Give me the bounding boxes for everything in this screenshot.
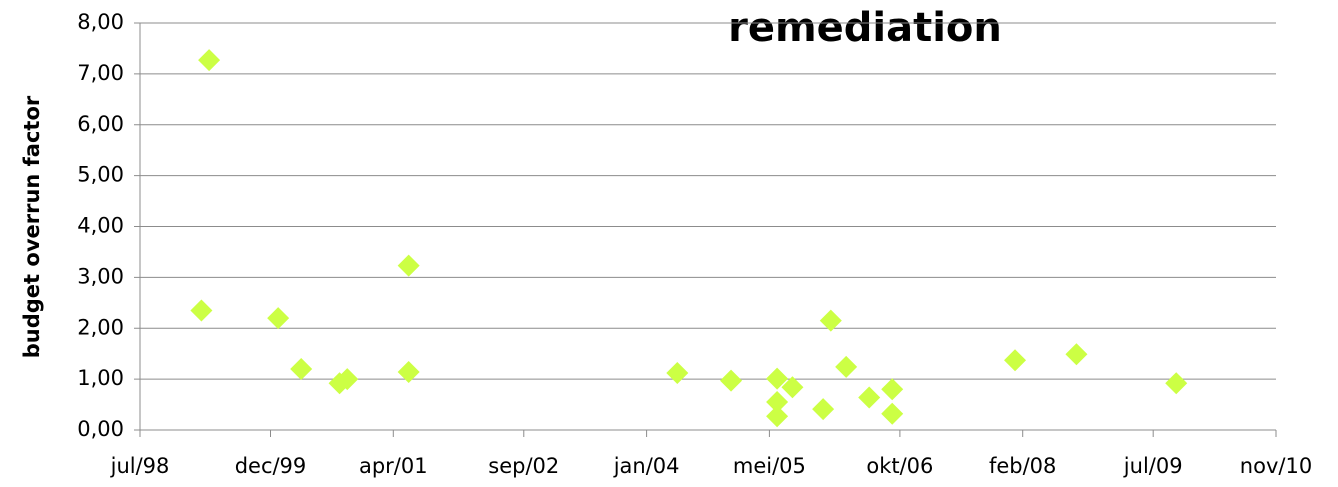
chart-title: remediation bbox=[728, 5, 1002, 51]
point bbox=[766, 405, 789, 428]
x-tick-label: sep/02 bbox=[488, 454, 559, 478]
x-tick-label: okt/06 bbox=[866, 454, 933, 478]
x-tick-label: dec/99 bbox=[235, 454, 307, 478]
point bbox=[766, 391, 789, 414]
point bbox=[1165, 372, 1188, 395]
x-tick-label: jul/09 bbox=[1123, 454, 1183, 478]
point bbox=[666, 362, 689, 385]
y-tick-label: 7,00 bbox=[77, 61, 124, 85]
point bbox=[781, 376, 804, 399]
y-tick-label: 6,00 bbox=[77, 112, 124, 136]
x-tick-label: apr/01 bbox=[359, 454, 428, 478]
point bbox=[290, 357, 313, 380]
x-tick-label: feb/08 bbox=[989, 454, 1056, 478]
y-tick-label: 1,00 bbox=[77, 366, 124, 390]
point bbox=[1065, 343, 1088, 366]
point bbox=[198, 49, 221, 72]
y-tick-label: 3,00 bbox=[77, 264, 124, 288]
y-tick-label: 8,00 bbox=[77, 10, 124, 34]
point bbox=[881, 378, 904, 401]
x-tick-label: nov/10 bbox=[1240, 454, 1312, 478]
point bbox=[720, 369, 743, 392]
x-tick-label: mei/05 bbox=[733, 454, 806, 478]
point bbox=[819, 309, 842, 332]
y-tick-label: 4,00 bbox=[77, 214, 124, 238]
point bbox=[190, 299, 213, 322]
y-tick-label: 2,00 bbox=[77, 315, 124, 339]
point bbox=[881, 402, 904, 425]
point bbox=[397, 361, 420, 384]
point bbox=[835, 355, 858, 378]
y-tick-label: 5,00 bbox=[77, 163, 124, 187]
y-axis-label: budget overrun factor bbox=[20, 95, 44, 358]
point bbox=[858, 386, 881, 409]
point bbox=[267, 307, 290, 330]
x-tick-label: jul/98 bbox=[110, 454, 170, 478]
point bbox=[812, 398, 835, 421]
point bbox=[397, 254, 420, 277]
point bbox=[1004, 349, 1027, 372]
point bbox=[336, 368, 359, 391]
x-tick-label: jan/04 bbox=[613, 454, 680, 478]
y-tick-label: 0,00 bbox=[77, 417, 124, 441]
point bbox=[766, 367, 789, 390]
